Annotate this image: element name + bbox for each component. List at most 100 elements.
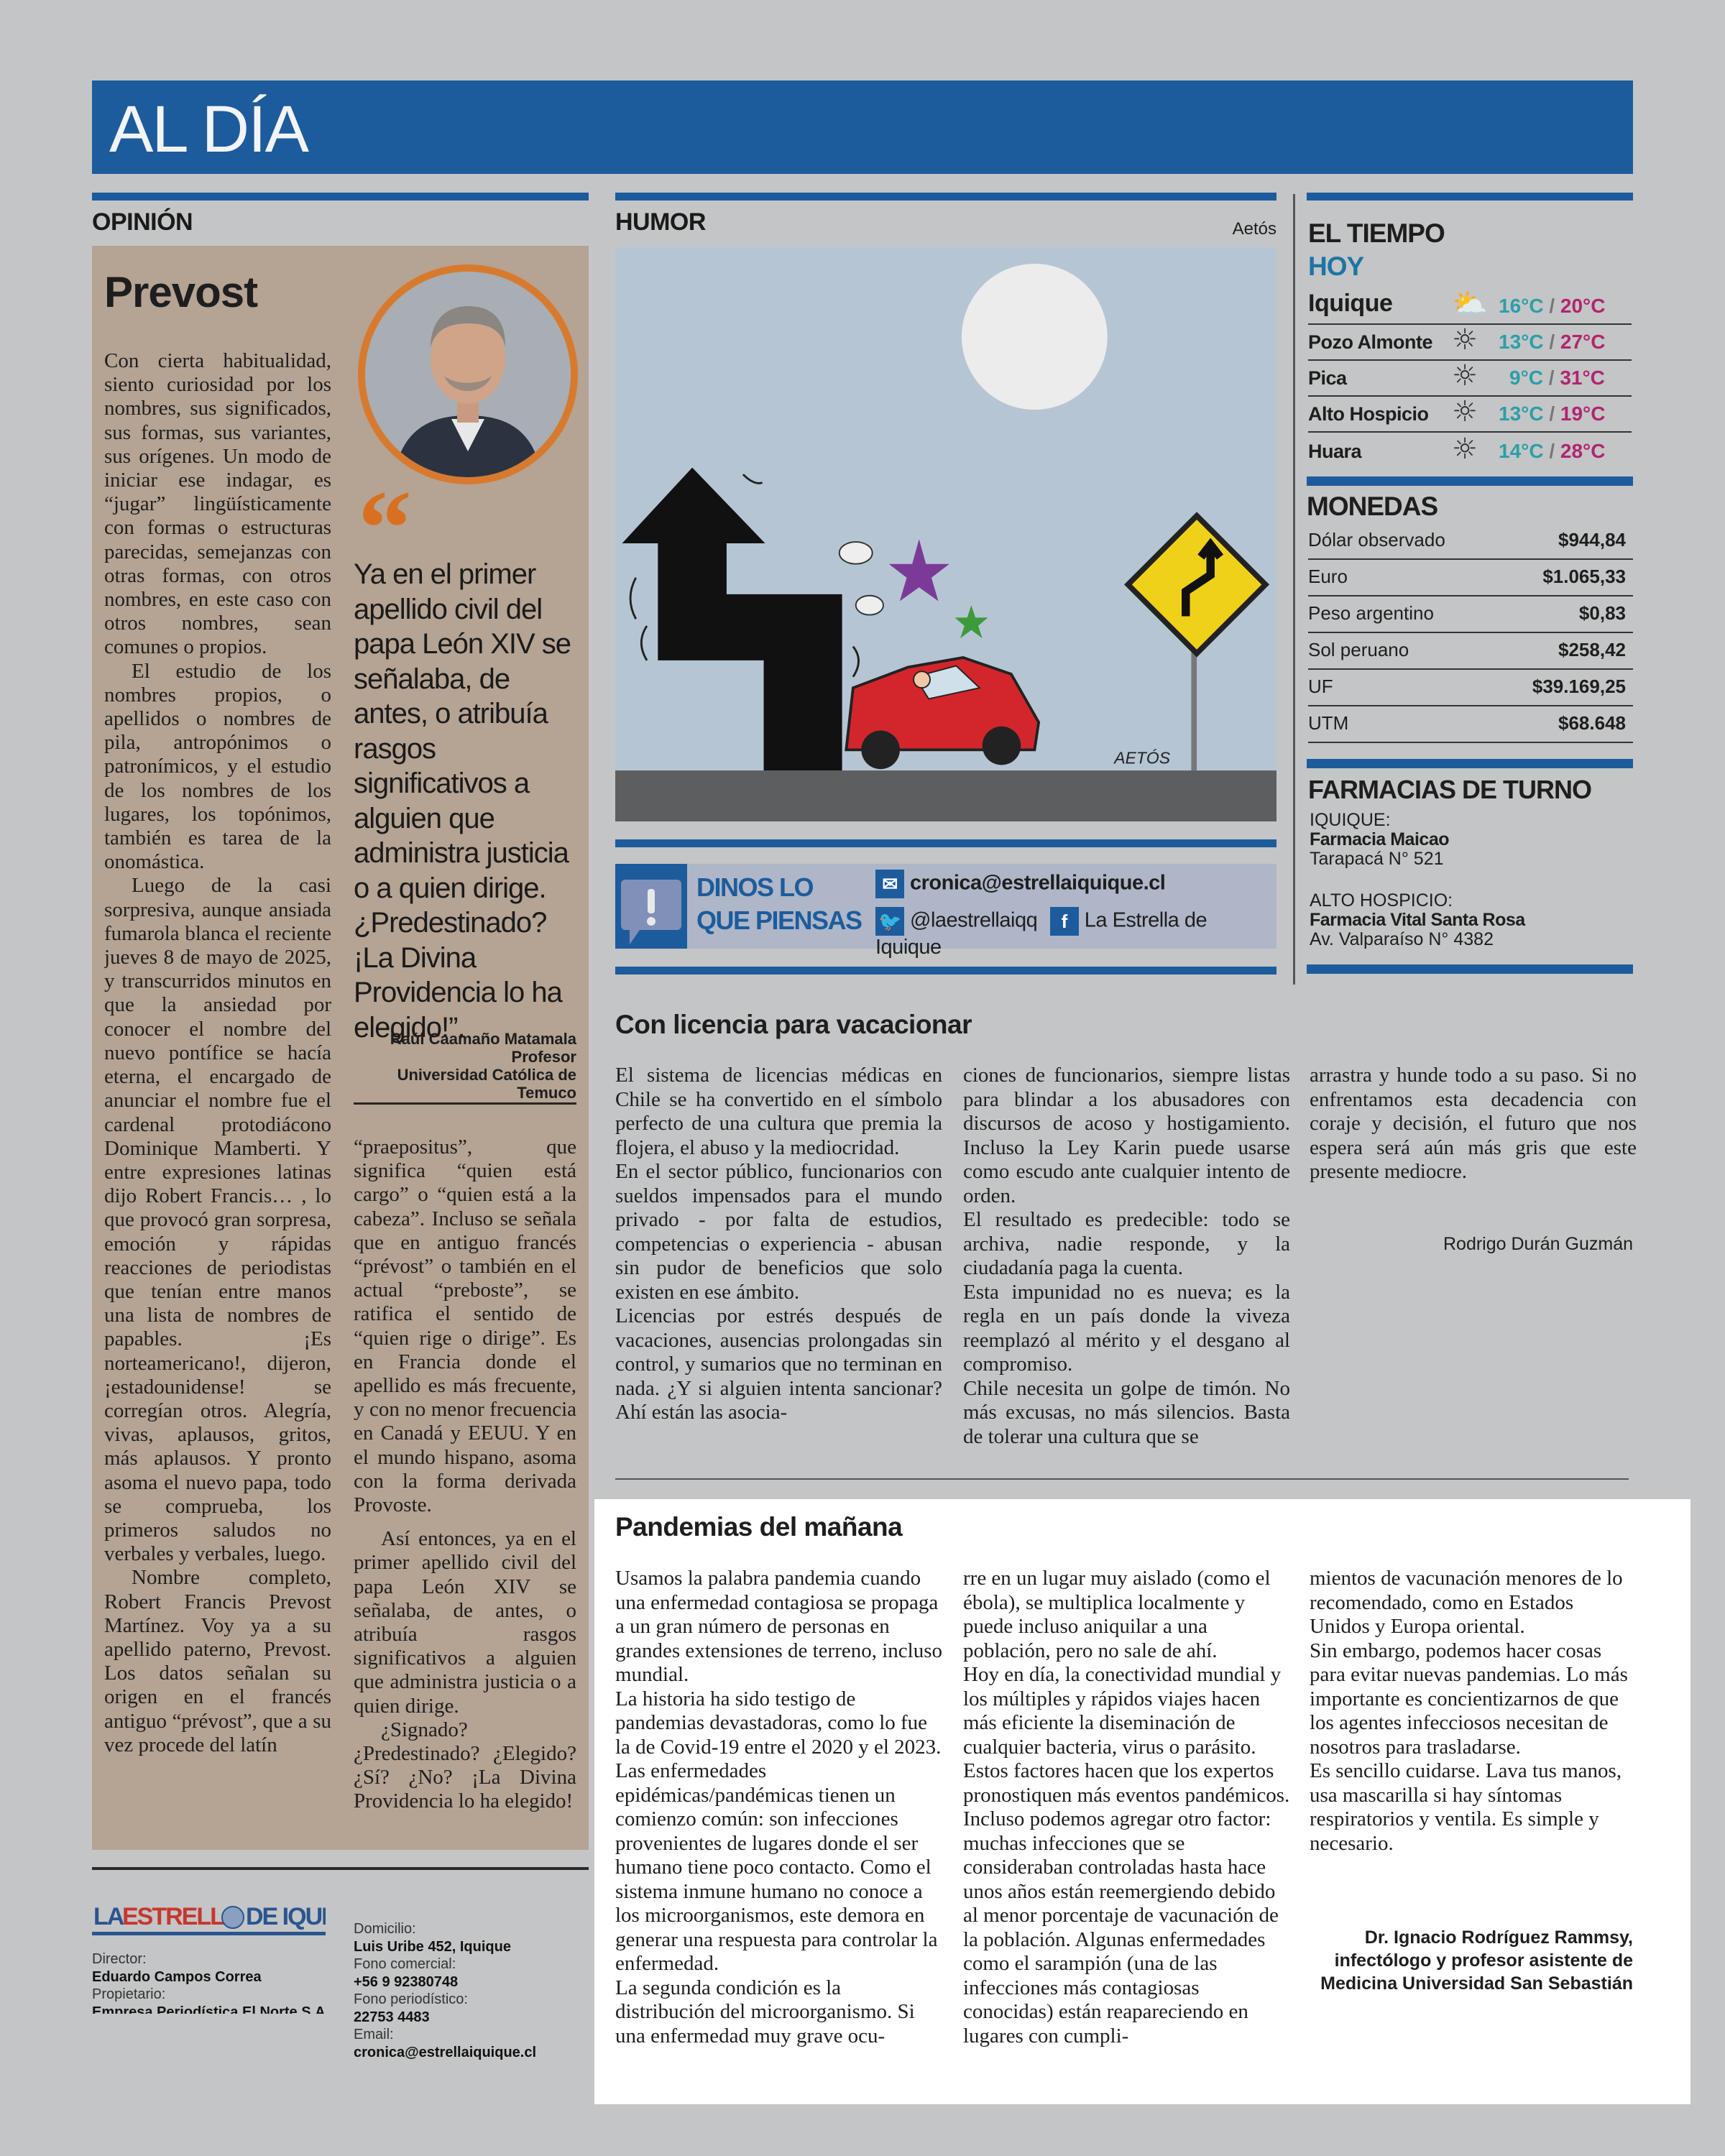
paragraph: Las enfermedades epidémicas/pandémicas t… xyxy=(615,1759,938,1975)
masthead-contact: Domicilio: Luis Uribe 452, Iquique Fono … xyxy=(354,1920,584,2061)
currency-name: Sol peruano xyxy=(1308,639,1409,660)
temperature-range: 14°C / 28°C xyxy=(1499,440,1605,463)
pharmacy-name: Farmacia Maicao xyxy=(1310,829,1450,849)
temperature-range: 13°C / 27°C xyxy=(1499,331,1605,354)
city-name: Pozo Almonte xyxy=(1308,331,1433,353)
paragraph: Con cierta habitualidad, siento curiosid… xyxy=(104,349,331,659)
paragraph: mientos de vacunación menores de lo reco… xyxy=(1310,1567,1623,1638)
currencies-header: MONEDAS xyxy=(1307,492,1438,521)
paragraph: ¿Signado? ¿Predestinado? ¿Elegido? ¿Sí? … xyxy=(354,1718,576,1813)
paragraph: El sistema de licencias médicas en Chile… xyxy=(615,1064,942,1159)
paragraph: La segunda condición es la distribución … xyxy=(615,1976,915,2047)
owner-label: Propietario: xyxy=(92,1986,166,2002)
sun-icon: ☼ xyxy=(1452,395,1478,428)
separator: / xyxy=(1548,367,1555,389)
weather-row-iquique: Iquique ⛅ 16°C / 20°C xyxy=(1308,280,1632,325)
currency-value: $0,83 xyxy=(1578,602,1626,624)
currency-row: Euro $1.065,33 xyxy=(1308,560,1633,596)
sun-icon: ☼ xyxy=(1452,433,1478,466)
separator: / xyxy=(1549,402,1555,425)
paragraph: arrastra y hunde todo a su paso. Si no e… xyxy=(1310,1064,1637,1183)
paragraph: Incluso podemos agregar otro factor: muc… xyxy=(963,1807,1279,2047)
city-name: Pica xyxy=(1308,367,1347,389)
temp-high: 19°C xyxy=(1560,402,1606,425)
section-header-bar: AL DÍA xyxy=(92,80,1633,174)
commercial-phone-label: Fono comercial: xyxy=(354,1956,456,1972)
contact-email[interactable]: cronica@estrellaiquique.cl xyxy=(910,871,1166,895)
paragraph: rre en un lugar muy aislado (como el ébo… xyxy=(963,1567,1271,1662)
paragraph: Usamos la palabra pandemia cuando una en… xyxy=(615,1567,942,1686)
letter2-panel xyxy=(594,1499,1690,2104)
temperature-range: 9°C / 31°C xyxy=(1509,367,1605,390)
cartoon-road xyxy=(615,770,1276,821)
road-sign-pole xyxy=(1191,646,1197,771)
address: Luis Uribe 452, Iquique xyxy=(354,1938,511,1955)
city-name: Alto Hospicio xyxy=(1308,403,1429,425)
paragraph: Es sencillo cuidarse. Lava tus manos, us… xyxy=(1310,1759,1622,1855)
pull-quote: Ya en el primer apellido civil del papa … xyxy=(354,558,571,1044)
currency-name: Dólar observado xyxy=(1308,529,1445,550)
opinion-column-1: Con cierta habitualidad, siento curiosid… xyxy=(104,349,331,1844)
paragraph: Esta impunidad no es nueva; es la regla … xyxy=(963,1280,1290,1376)
pharmacies-header: FARMACIAS DE TURNO xyxy=(1308,775,1592,804)
opinion-title: Prevost xyxy=(104,268,258,316)
temperature-range: 16°C / 20°C xyxy=(1499,295,1605,318)
pharmacy-city: IQUIQUE: xyxy=(1310,810,1391,830)
paragraph: Sin embargo, podemos hacer cosas para ev… xyxy=(1310,1639,1628,1759)
press-phone: 22753 4483 xyxy=(354,2009,430,2025)
currency-name: Peso argentino xyxy=(1308,602,1434,624)
temperature-range: 13°C / 19°C xyxy=(1499,402,1605,425)
contact-email-link[interactable]: ✉ cronica@estrellaiquique.cl xyxy=(875,870,1166,898)
currency-name: Euro xyxy=(1308,566,1348,587)
pharmacy-address: Tarapacá N° 521 xyxy=(1310,849,1444,869)
paragraph: Licencias por estrés después de vacacion… xyxy=(615,1304,942,1424)
zigzag-arrow-sign xyxy=(622,467,842,771)
city-name: Huara xyxy=(1308,441,1362,462)
cartoon-credit: Aetós xyxy=(1232,219,1276,239)
weather-header: EL TIEMPO xyxy=(1308,218,1445,248)
temp-low: 16°C xyxy=(1499,295,1544,317)
currency-value: $68.648 xyxy=(1558,712,1626,734)
temp-high: 20°C xyxy=(1560,295,1606,317)
column-divider xyxy=(1293,194,1295,985)
sun-icon: ☼ xyxy=(1452,323,1478,356)
masthead-email[interactable]: cronica@estrellaiquique.cl xyxy=(354,2044,537,2060)
currency-name: UTM xyxy=(1308,712,1349,734)
temp-low: 9°C xyxy=(1509,367,1543,389)
paragraph: Hoy en día, la conectividad mundial y lo… xyxy=(963,1663,1290,1807)
opinion-column-2: “praepositus”, que significa “quien está… xyxy=(354,1135,576,1840)
author-byline: Raúl Caamaño Matamala Profesor Universid… xyxy=(354,1030,576,1102)
facebook-page[interactable]: La Estrella de Iquique xyxy=(875,908,1208,959)
section-title: AL DÍA xyxy=(109,93,309,166)
twitter-handle[interactable]: @laestrellaiqq xyxy=(910,908,1038,932)
author-photo xyxy=(358,264,578,484)
contact-bottom-rule xyxy=(615,967,1276,975)
opinion-panel xyxy=(92,246,589,1850)
social-links: 🐦 @laestrellaiqq f La Estrella de Iquique xyxy=(875,907,1276,959)
masthead-staff: Director: Eduardo Campos Correa Propieta… xyxy=(92,1950,351,2014)
cartoon-sun xyxy=(961,263,1108,410)
currency-value: $944,84 xyxy=(1558,529,1626,550)
currency-value: $258,42 xyxy=(1558,639,1626,660)
signature-line: Medicina Universidad San Sebastián xyxy=(1320,1973,1633,1994)
twitter-icon: 🐦 xyxy=(875,907,904,936)
letter1-signature: Rodrigo Durán Guzmán xyxy=(1443,1234,1633,1254)
author-institution: Universidad Católica de Temuco xyxy=(397,1066,576,1102)
paragraph: “praepositus”, que significa “quien está… xyxy=(354,1135,576,1517)
humor-cartoon: AETÓS xyxy=(615,247,1276,821)
currency-row: Sol peruano $258,42 xyxy=(1308,633,1633,670)
paragraph: Así entonces, ya en el primer apellido c… xyxy=(354,1527,576,1718)
letter-title: Con licencia para vacacionar xyxy=(615,1010,972,1039)
letter1-column-3: arrastra y hunde todo a su paso. Si no e… xyxy=(1310,1064,1637,1207)
facebook-icon: f xyxy=(1049,907,1079,936)
letter1-column-1: El sistema de licencias médicas en Chile… xyxy=(615,1064,942,1452)
currencies-rule xyxy=(1307,476,1633,486)
separator: / xyxy=(1549,295,1555,317)
currency-row: UTM $68.648 xyxy=(1308,706,1633,743)
currency-row: Peso argentino $0,83 xyxy=(1308,596,1633,633)
contact-top-rule xyxy=(615,839,1276,847)
pharmacy-name: Farmacia Vital Santa Rosa xyxy=(1310,910,1525,930)
opinion-header: OPINIÓN xyxy=(92,208,193,236)
signature-line: Dr. Ignacio Rodríguez Rammsy, xyxy=(1364,1927,1633,1948)
weather-row-huara: Huara ☼ 14°C / 28°C xyxy=(1308,433,1632,469)
